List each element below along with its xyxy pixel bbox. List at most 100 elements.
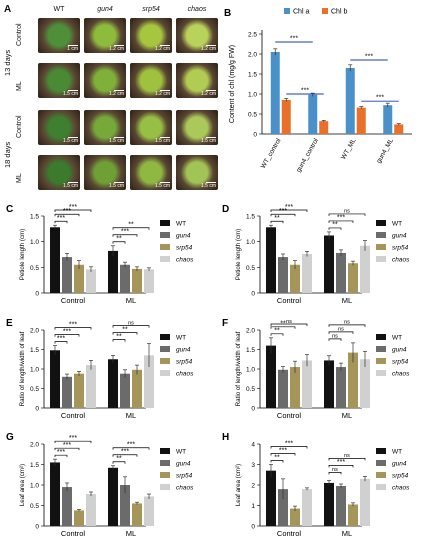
bar <box>62 257 72 293</box>
condition-label: Control <box>16 115 23 138</box>
significance-label: ns <box>332 467 338 473</box>
legend-label: gun4 <box>176 461 191 468</box>
y-tick-label: 1 <box>251 503 255 510</box>
y-tick-label: 1.5 <box>30 214 39 221</box>
significance-bracket <box>112 234 138 237</box>
bar <box>120 373 130 408</box>
legend-label: srp54 <box>176 245 193 252</box>
significance-label: *** <box>337 215 345 222</box>
legend-swatch <box>160 232 170 238</box>
legend-label: srp54 <box>392 245 409 252</box>
significance-label: *** <box>337 459 345 466</box>
legend-label: gun4 <box>392 347 407 354</box>
significance-bracket <box>54 334 80 337</box>
chart-g-leaf-area: G 0 0.5 1.0 1.5 2.0 Leaf area (cm²) Control ML **… <box>6 432 194 538</box>
legend-swatch <box>160 448 170 454</box>
significance-bracket <box>270 446 308 449</box>
bar <box>360 359 370 408</box>
scale-bar-label: 1.2 cm <box>108 91 124 97</box>
legend-label: gun4 <box>176 233 191 240</box>
plant-photo: 1.2 cm <box>84 63 126 98</box>
y-tick-label: 1.5 <box>246 347 255 354</box>
legend-swatch <box>376 460 386 466</box>
scale-bar-label: 1.2 cm <box>154 46 170 52</box>
plant-photo: 1.5 cm <box>38 155 80 190</box>
bar <box>86 269 96 293</box>
significance-label: ns <box>344 320 350 326</box>
legend-label: WT <box>392 335 402 342</box>
y-axis-label: Petiole length (cm) <box>19 229 26 281</box>
bar <box>324 235 334 293</box>
legend-label: WT <box>392 221 402 228</box>
significance-label: *** <box>290 36 298 43</box>
significance-label: ns <box>344 209 350 215</box>
significance-bracket <box>54 209 92 212</box>
bar <box>360 245 370 293</box>
significance-label: ns <box>128 320 134 326</box>
significance-bracket <box>328 465 354 468</box>
y-tick-label: 1.5 <box>30 462 39 469</box>
significance-label: *** <box>279 447 287 454</box>
legend-label: srp54 <box>392 473 409 480</box>
legend-label: srp54 <box>392 359 409 366</box>
significance-bracket <box>54 447 80 451</box>
legend-swatch <box>160 220 170 226</box>
y-tick-label: 1.0 <box>30 239 39 246</box>
bar <box>383 105 393 134</box>
legend-swatch <box>160 484 170 490</box>
bar <box>302 360 312 408</box>
x-tick-label: Control <box>277 529 302 538</box>
scale-bar-label: 1.2 cm <box>108 46 124 52</box>
legend-swatch <box>160 346 170 352</box>
significance-bracket <box>54 454 68 458</box>
plant-photo: 1.5 cm <box>176 155 218 190</box>
x-tick-label: ML <box>342 529 352 538</box>
panel-b-label: B <box>224 8 231 19</box>
legend-label: chaos <box>176 257 194 264</box>
scale-bar-label: 1.5 cm <box>108 183 124 189</box>
y-tick-label: 3 <box>251 462 255 469</box>
scale-bar <box>206 182 216 183</box>
y-tick-label: 1.0 <box>246 239 255 246</box>
significance-label: *** <box>63 442 71 449</box>
bar <box>50 350 60 408</box>
x-tick-label: Control <box>61 529 86 538</box>
y-tick-label: 1.0 <box>30 483 39 490</box>
scale-bar <box>206 45 216 46</box>
bar <box>345 68 355 134</box>
significance-bracket <box>270 220 284 224</box>
x-tick-label: Control <box>277 296 302 305</box>
y-tick-label: 2.0 <box>30 442 39 449</box>
plant-photo: 1.5 cm <box>84 110 126 145</box>
significance-label: *** <box>63 208 71 215</box>
legend-swatch <box>376 484 386 490</box>
scale-bar-label: 1.2 cm <box>154 91 170 97</box>
bar <box>324 482 334 526</box>
legend-label: gun4 <box>392 233 407 240</box>
scale-bar <box>206 90 216 91</box>
plant-photo: 1.2 cm <box>176 63 218 98</box>
legend-swatch <box>160 358 170 364</box>
legend-label: WT <box>392 449 402 456</box>
significance-label: *** <box>376 95 384 102</box>
x-tick-label: ML <box>342 296 352 305</box>
y-tick-label: 0.5 <box>30 386 39 393</box>
significance-bracket <box>270 333 284 336</box>
significance-bracket <box>270 326 296 329</box>
significance-bracket <box>328 227 342 230</box>
legend-swatch <box>160 244 170 250</box>
scale-bar <box>114 137 124 138</box>
significance-bracket <box>328 324 366 327</box>
y-tick-label: 1.5 <box>30 347 39 354</box>
y-tick-label: 2.0 <box>30 328 39 335</box>
y-tick-label: 0 <box>35 524 39 531</box>
plant-photo: 1.2 cm <box>84 18 126 53</box>
significance-label: *** <box>121 449 129 456</box>
y-tick-label: 1.5 <box>246 214 255 221</box>
y-tick-label: 0 <box>251 524 255 531</box>
legend-swatch <box>160 370 170 376</box>
significance-bracket <box>112 461 126 464</box>
legend-label: chaos <box>176 485 194 492</box>
bar <box>302 489 312 526</box>
y-tick-label: 1.5 <box>248 72 257 79</box>
